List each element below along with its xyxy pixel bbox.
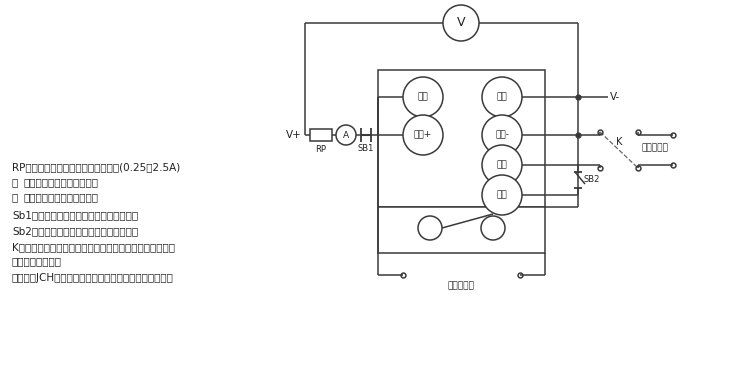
Text: 电源+: 电源+: [414, 130, 432, 140]
Text: K: K: [616, 137, 622, 147]
Text: V-: V-: [610, 92, 620, 102]
Text: Sb1为常闭按钮，用来复位合闸保持电流。: Sb1为常闭按钮，用来复位合闸保持电流。: [12, 210, 138, 220]
Text: V+: V+: [287, 130, 302, 140]
Bar: [378, 207, 545, 253]
Text: 为电压表用来监视额定电压: 为电压表用来监视额定电压: [24, 192, 99, 202]
Circle shape: [482, 145, 522, 185]
Text: Ⓐ: Ⓐ: [12, 177, 18, 187]
Text: 接秒表启动: 接秒表启动: [641, 144, 668, 153]
Text: 另有一付JCH常开触点接秒表停止，用来停止秒表计时。: 另有一付JCH常开触点接秒表停止，用来停止秒表计时。: [12, 273, 174, 283]
Circle shape: [403, 115, 443, 155]
Text: 电源-: 电源-: [495, 130, 509, 140]
Circle shape: [336, 125, 356, 145]
Text: A: A: [343, 130, 349, 140]
Text: Ⓥ: Ⓥ: [12, 192, 18, 202]
Text: K为刀开关或同一继电器的两付同时动作的常开触点，用来: K为刀开关或同一继电器的两付同时动作的常开触点，用来: [12, 242, 175, 252]
Circle shape: [418, 216, 442, 240]
Text: SB1: SB1: [358, 144, 374, 153]
Bar: [310, 129, 332, 141]
Text: 启动: 启动: [497, 160, 507, 170]
Text: 放电: 放电: [497, 190, 507, 200]
Circle shape: [482, 77, 522, 117]
Text: SB2: SB2: [583, 176, 600, 184]
Text: 为安培表用来监视合闸电流: 为安培表用来监视合闸电流: [24, 177, 99, 187]
Text: 合闸: 合闸: [497, 93, 507, 102]
Circle shape: [482, 175, 522, 215]
Text: V: V: [457, 16, 465, 30]
Circle shape: [481, 216, 505, 240]
Text: RP: RP: [315, 145, 326, 154]
Text: 接秒表停止: 接秒表停止: [448, 281, 474, 290]
Circle shape: [482, 115, 522, 155]
Bar: [378, 70, 545, 207]
Text: Sb2为常开按钮，用来测试放电闭锁功能。: Sb2为常开按钮，用来测试放电闭锁功能。: [12, 226, 138, 236]
Text: RP为大功率滑成变阻器用来调节电流(0.25～2.5A): RP为大功率滑成变阻器用来调节电流(0.25～2.5A): [12, 162, 180, 172]
Circle shape: [403, 77, 443, 117]
Circle shape: [443, 5, 479, 41]
Text: 控制延时的启动。: 控制延时的启动。: [12, 256, 62, 266]
Text: 重合: 重合: [418, 93, 428, 102]
